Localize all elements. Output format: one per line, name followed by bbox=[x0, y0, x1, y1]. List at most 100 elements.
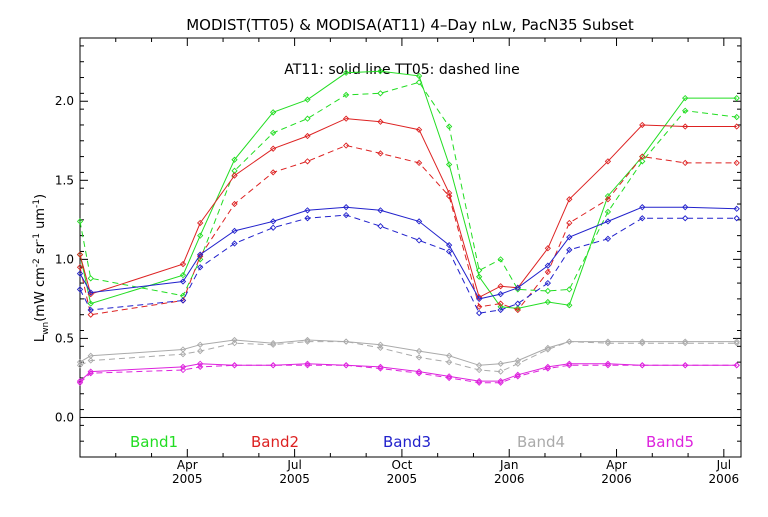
y-label-sub: wn bbox=[41, 322, 51, 335]
band4-solid-point bbox=[544, 344, 551, 352]
band4-solid-point bbox=[197, 341, 204, 348]
x-tick-label-year: 2006 bbox=[494, 472, 525, 486]
band3-dashed-point bbox=[270, 224, 277, 231]
band4-solid-point bbox=[445, 352, 453, 359]
band1-dashed-point bbox=[476, 267, 483, 274]
band2-solid-point bbox=[415, 126, 423, 133]
x-tick-label-year: 2006 bbox=[709, 472, 740, 486]
band4-dashed-point bbox=[179, 351, 187, 358]
band5-dashed-point bbox=[497, 379, 504, 386]
band1-solid-line bbox=[79, 70, 737, 309]
band3-solid-point bbox=[733, 205, 740, 212]
band3-dashed-point bbox=[231, 240, 238, 247]
band4-dashed-point bbox=[76, 362, 84, 369]
band1-dashed-point bbox=[445, 123, 453, 130]
band4-dashed-point bbox=[197, 347, 204, 355]
band3-dashed-point bbox=[342, 211, 350, 219]
band3-solid-point bbox=[445, 241, 453, 249]
band1-dashed-point bbox=[639, 158, 646, 165]
band5-dashed-line bbox=[79, 364, 737, 384]
band2-solid-point bbox=[377, 118, 384, 125]
y-label-exp1: -2 bbox=[32, 258, 42, 267]
band2-dashed-point bbox=[76, 264, 84, 271]
series-group bbox=[76, 68, 740, 386]
band3-solid-point bbox=[304, 207, 311, 214]
y-tick-label: 1.5 bbox=[55, 173, 74, 187]
band1-dashed-point bbox=[415, 79, 423, 86]
band3-dashed-point bbox=[179, 297, 187, 304]
y-label-main: L bbox=[33, 334, 48, 342]
band3-dashed-point bbox=[377, 223, 384, 230]
band2-solid-point bbox=[682, 123, 689, 130]
band5-dashed-point bbox=[342, 362, 350, 369]
band2-dashed-point bbox=[682, 159, 689, 167]
band2-solid-point bbox=[304, 132, 311, 140]
band3-solid-point bbox=[476, 295, 483, 303]
band2-dashed-line bbox=[79, 144, 737, 316]
band5-dashed-point bbox=[682, 362, 689, 369]
x-tick-label-month: Oct bbox=[392, 458, 413, 472]
y-label-exp2: -1 bbox=[32, 233, 42, 242]
band2-dashed-point bbox=[231, 200, 238, 208]
band1-solid-point bbox=[197, 232, 204, 239]
band3-solid-point bbox=[682, 204, 689, 211]
band3-solid-point bbox=[87, 289, 94, 296]
band4-solid-line bbox=[79, 339, 737, 366]
band3-dashed-point bbox=[445, 248, 453, 255]
band3-dashed-point bbox=[639, 215, 646, 222]
band1-solid-point bbox=[179, 272, 187, 279]
band3-solid-point bbox=[566, 234, 573, 241]
band2-solid-point bbox=[497, 283, 504, 290]
band4-solid-point bbox=[682, 338, 689, 345]
band4-solid-point bbox=[476, 362, 483, 369]
y-label-sr: sr bbox=[33, 241, 48, 258]
band1-dashed-point bbox=[544, 287, 551, 295]
band1-dashed-line bbox=[79, 81, 737, 297]
band3-dashed-point bbox=[604, 235, 612, 242]
y-tick-label: 0.0 bbox=[55, 410, 74, 424]
band3-dashed-point bbox=[733, 215, 740, 222]
band2-solid-point bbox=[342, 115, 350, 122]
plot-frame bbox=[79, 37, 742, 458]
band3-solid-line bbox=[79, 206, 737, 300]
band1-dashed-point bbox=[604, 208, 612, 216]
x-tick-label-year: 2006 bbox=[601, 472, 632, 486]
band4-dashed-point bbox=[733, 340, 740, 347]
band2-dashed-point bbox=[604, 196, 612, 203]
band4-dashed-point bbox=[87, 357, 94, 364]
band3-dashed-point bbox=[304, 215, 311, 222]
band2-dashed-point bbox=[514, 306, 521, 314]
x-tick-label-year: 2005 bbox=[279, 472, 310, 486]
band3-solid-point bbox=[179, 278, 187, 285]
band4-solid-point bbox=[733, 338, 740, 345]
band5-dashed-point bbox=[270, 362, 277, 369]
chart-subtitle: AT11: solid line TT05: dashed line bbox=[284, 62, 519, 78]
band4-dashed-point bbox=[231, 340, 238, 347]
band2-solid-line bbox=[79, 118, 737, 299]
band4-legend-label: Band4 bbox=[517, 433, 565, 451]
band1-dashed-point bbox=[76, 218, 84, 225]
band4-solid-point bbox=[304, 336, 311, 344]
band2-solid-point bbox=[604, 158, 612, 165]
band1-solid-point bbox=[682, 94, 689, 102]
band4-dashed-point bbox=[270, 341, 277, 348]
band2-dashed-point bbox=[270, 169, 277, 176]
band5-dashed-point bbox=[445, 374, 453, 382]
band4-dashed-point bbox=[604, 340, 612, 347]
band5-dashed-point bbox=[639, 362, 646, 369]
y-tick-label: 2.0 bbox=[55, 94, 74, 108]
band4-dashed-point bbox=[682, 340, 689, 347]
band3-dashed-point bbox=[566, 246, 573, 254]
band5-dashed-point bbox=[566, 362, 573, 369]
band4-series bbox=[76, 336, 740, 375]
x-tick-label-month: Apr bbox=[606, 458, 627, 472]
y-label-close: ) bbox=[33, 194, 48, 199]
band4-dashed-point bbox=[566, 338, 573, 345]
chart-title: MODIST(TT05) & MODISA(AT11) 4–Day nLw, P… bbox=[186, 16, 634, 34]
band1-solid-point bbox=[566, 302, 573, 309]
band2-solid-point bbox=[544, 245, 551, 252]
band3-dashed-point bbox=[87, 306, 94, 314]
y-tick-label: 1.0 bbox=[55, 252, 74, 266]
band3-dashed-point bbox=[544, 279, 551, 287]
